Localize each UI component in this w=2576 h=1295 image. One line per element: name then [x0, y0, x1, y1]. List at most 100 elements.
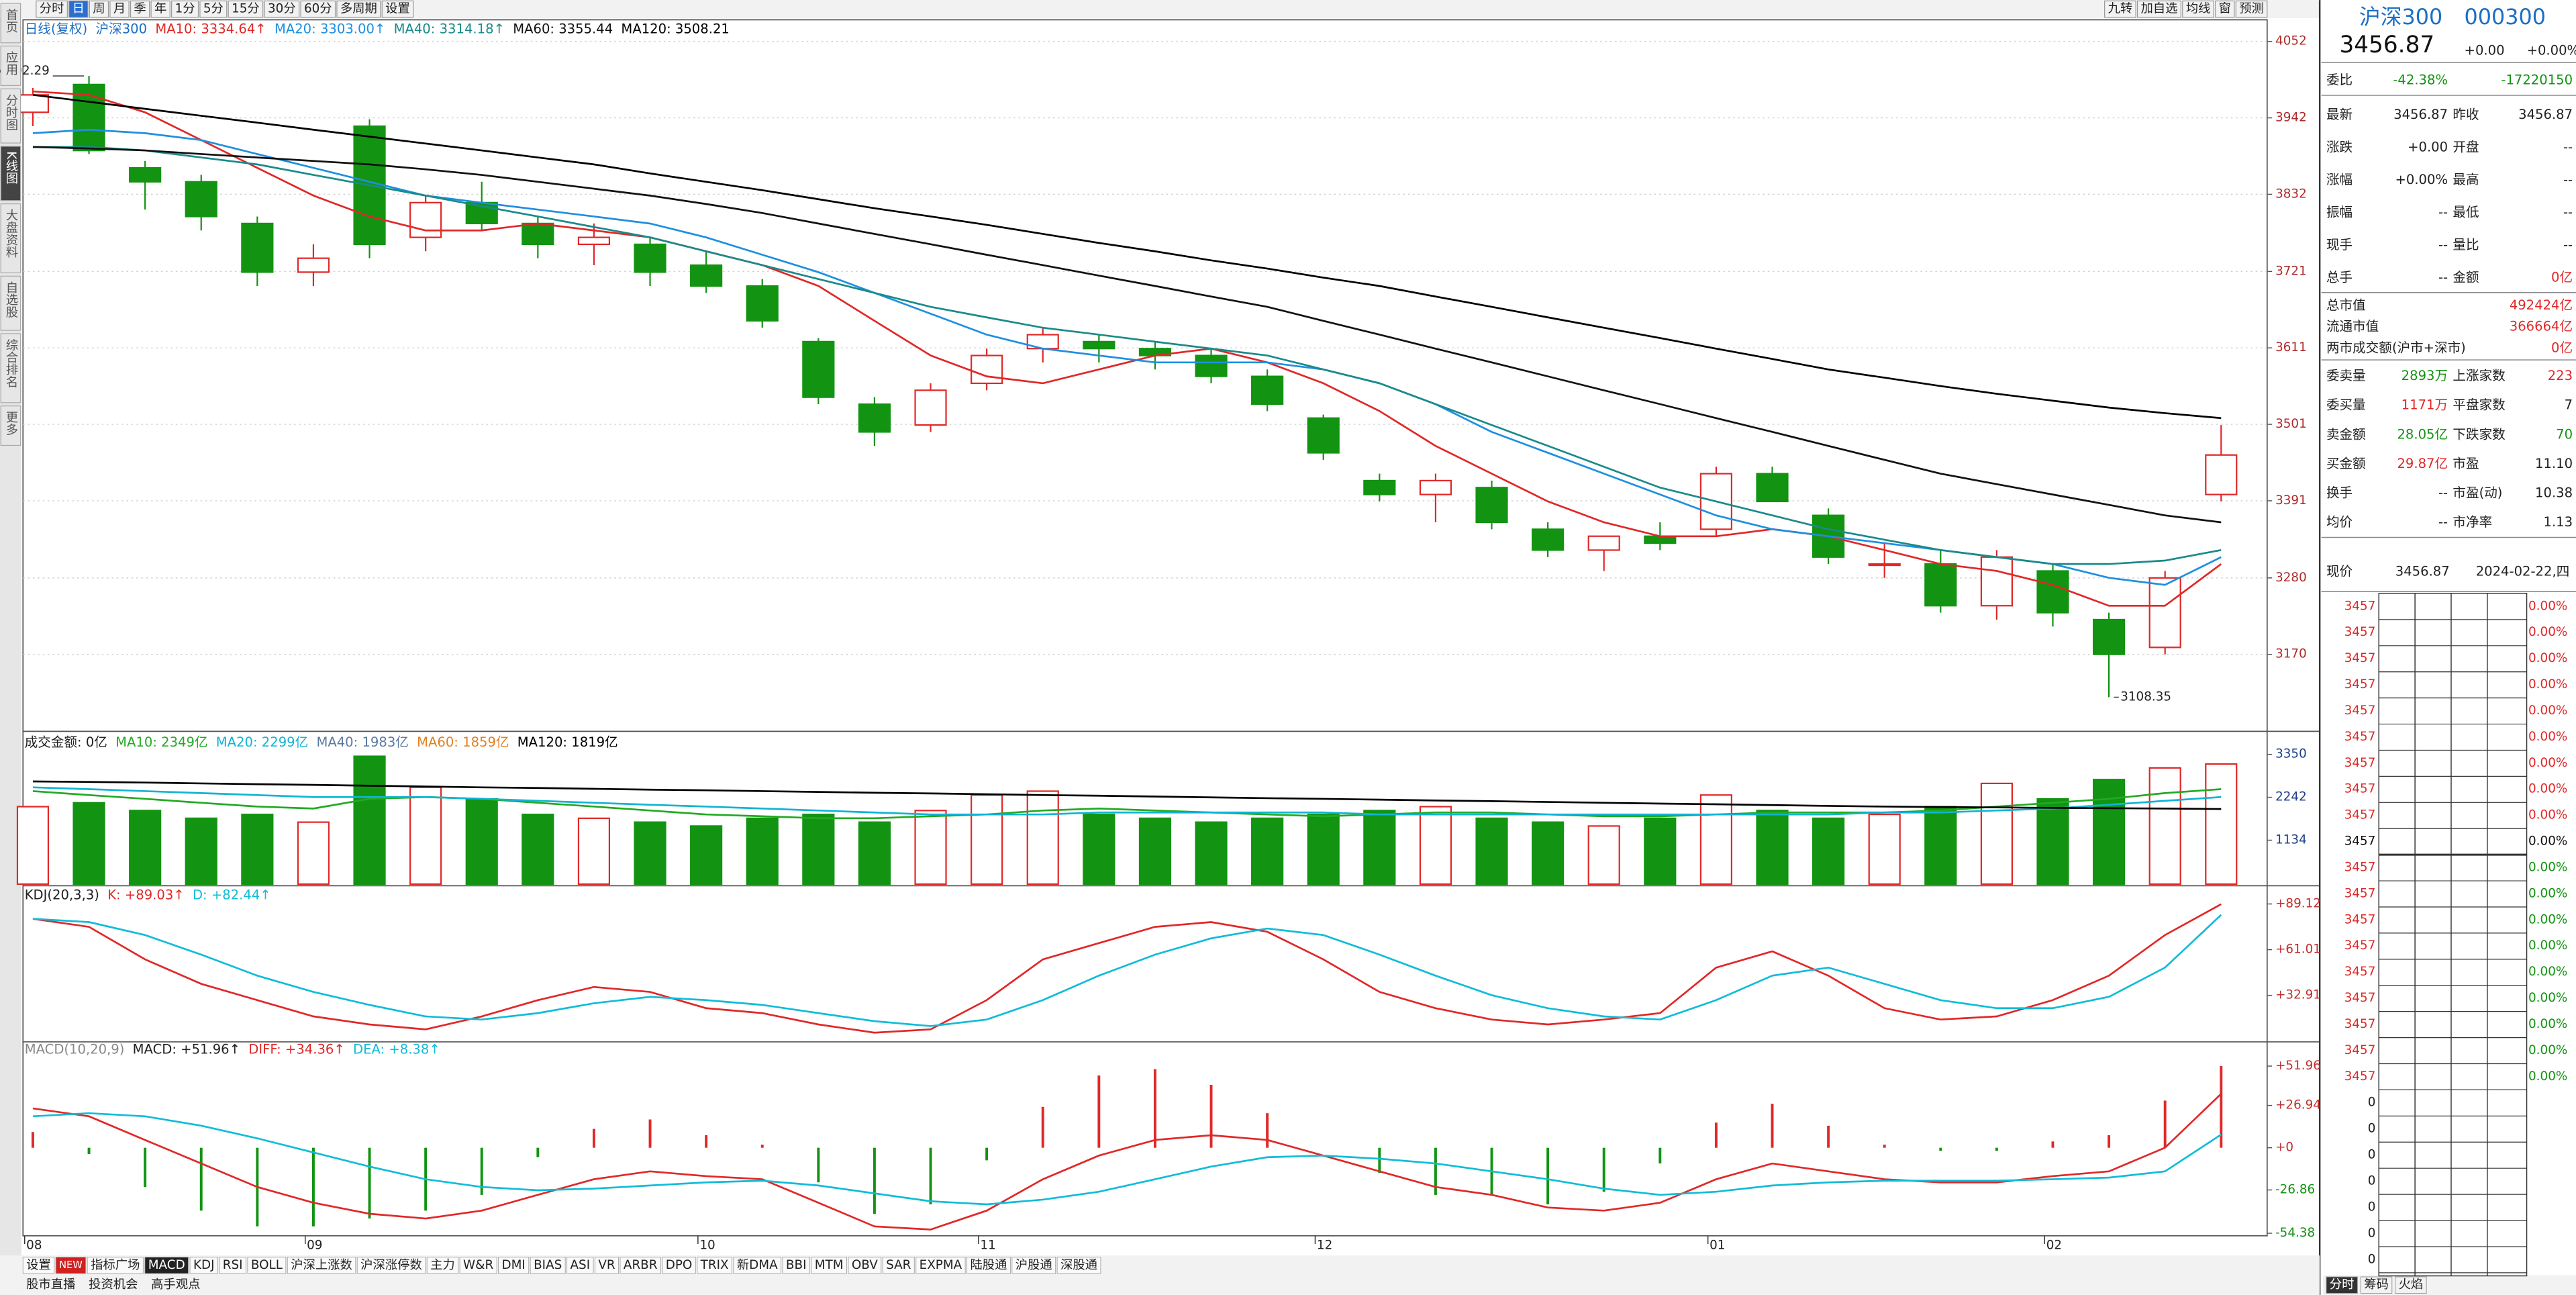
now-price: 3456.87 [2395, 563, 2450, 579]
ladder-pct: 0.00% [2528, 1043, 2567, 1057]
volume-bar [1083, 813, 1116, 885]
indicator-tab[interactable]: SAR [886, 1258, 911, 1272]
toolbar-button[interactable]: 60分 [304, 2, 332, 16]
indicator-tab[interactable]: 设置 [26, 1258, 51, 1272]
bottom-link[interactable]: 投资机会 [89, 1278, 138, 1292]
indicator-tab[interactable]: BOLL [251, 1258, 283, 1272]
indicator-tab[interactable]: ARBR [624, 1258, 658, 1272]
toolbar-right-button[interactable]: 均线 [2186, 2, 2211, 16]
stat-label: 最低 [2453, 204, 2479, 220]
toolbar-button[interactable]: 15分 [232, 2, 260, 16]
volume-bar [577, 817, 611, 885]
toolbar-button[interactable]: 1分 [175, 2, 195, 16]
indicator-tab[interactable]: 指标广场 [91, 1258, 140, 1272]
stat-value: 1.13 [2544, 514, 2573, 530]
panel-tab[interactable]: 筹码 [2364, 1278, 2389, 1292]
volume-bar [1532, 821, 1565, 885]
indicator-tab[interactable]: MACD [148, 1258, 185, 1272]
legend-item: MACD(10,20,9) [25, 1042, 125, 1057]
x-tick-label: 12 [1317, 1238, 1332, 1252]
volume-bar [465, 798, 498, 885]
y-tick-label: 3350 [2275, 747, 2307, 761]
legend-item: DEA: +8.38↑ [353, 1042, 440, 1057]
indicator-tab[interactable]: 新DMA [737, 1258, 778, 1272]
volume-bar [914, 810, 947, 885]
stat-label: 委比 [2326, 73, 2352, 88]
side-tab[interactable]: 综合排名 [4, 338, 18, 387]
indicator-tab[interactable]: BIAS [534, 1258, 562, 1272]
toolbar-right-button[interactable]: 预测 [2239, 2, 2264, 16]
indicator-tab[interactable]: MTM [815, 1258, 844, 1272]
side-tab-bg[interactable] [0, 46, 21, 86]
side-tab-bg[interactable] [0, 3, 21, 44]
toolbar-right-button[interactable]: 九转 [2108, 2, 2133, 16]
indicator-tab[interactable]: 主力 [430, 1258, 455, 1272]
side-tab[interactable]: 应用 [4, 51, 18, 76]
indicator-tab[interactable]: EXPMA [920, 1258, 962, 1272]
toolbar-button[interactable]: 周 [93, 2, 105, 16]
indicator-tab[interactable]: DPO [666, 1258, 693, 1272]
indicator-tab[interactable]: 深股通 [1060, 1258, 1097, 1272]
toolbar-button[interactable]: 分时 [40, 2, 64, 16]
side-tab-bg[interactable] [0, 88, 21, 144]
indicator-tab[interactable]: ASI [571, 1258, 591, 1272]
bottom-link[interactable]: 高手观点 [151, 1278, 200, 1292]
toolbar-right-button[interactable]: 加自选 [2140, 2, 2177, 16]
volume-bar [2148, 767, 2181, 885]
side-tab[interactable]: 更多 [4, 411, 18, 436]
side-tab-bg[interactable] [0, 405, 21, 446]
toolbar-button[interactable]: 月 [113, 2, 126, 16]
side-tab[interactable]: 分时图 [4, 94, 18, 131]
toolbar-button[interactable]: 多周期 [340, 2, 377, 16]
side-tab-bg[interactable] [0, 333, 21, 403]
toolbar-button[interactable]: 30分 [268, 2, 296, 16]
side-tab[interactable]: K线图 [4, 151, 18, 184]
toolbar-button[interactable]: 季 [134, 2, 146, 16]
candle-body [1532, 528, 1565, 551]
indicator-tab[interactable]: BBI [786, 1258, 807, 1272]
ladder-pct: 0.00% [2528, 860, 2567, 874]
ladder-pct: 0.00% [2528, 782, 2567, 796]
indicator-tab[interactable]: KDJ [193, 1258, 215, 1272]
toolbar-button[interactable]: 设置 [385, 2, 410, 16]
y-tick-label: +32.91 [2275, 988, 2321, 1002]
side-tab[interactable]: 大盘资料 [4, 209, 18, 258]
indicator-tab[interactable]: 陆股通 [970, 1258, 1007, 1272]
indicator-tab-bg [189, 1257, 218, 1274]
volume-bar [1924, 806, 1957, 885]
indicator-tab[interactable]: W&R [463, 1258, 493, 1272]
indicator-tab[interactable]: 沪股通 [1015, 1258, 1052, 1272]
toolbar-right-button[interactable]: 窗 [2219, 2, 2231, 16]
indicator-tab-bg [459, 1257, 497, 1274]
legend-item: KDJ(20,3,3) [25, 888, 99, 903]
toolbar-button-bg [36, 0, 68, 18]
stat-value: 0亿 [2551, 269, 2573, 285]
toolbar-button-bg [264, 0, 300, 18]
macd-bar [1714, 1122, 1718, 1148]
toolbar-button[interactable]: 日 [72, 2, 85, 16]
indicator-tab[interactable]: 沪深上涨数 [291, 1258, 352, 1272]
side-tab-bg[interactable] [0, 275, 21, 331]
toolbar-button[interactable]: 5分 [203, 2, 224, 16]
indicator-tab[interactable]: OBV [852, 1258, 878, 1272]
indicator-tab[interactable]: RSI [223, 1258, 243, 1272]
side-tab[interactable]: 首页 [4, 8, 18, 33]
side-tab-bg[interactable] [0, 146, 21, 201]
side-tab[interactable]: 自选股 [4, 281, 18, 318]
indicator-tab[interactable]: VR [598, 1258, 615, 1272]
panel-tab[interactable]: 火焰 [2399, 1278, 2424, 1292]
indicator-tab[interactable]: NEW [59, 1259, 83, 1271]
indicator-tab[interactable]: DMI [501, 1258, 525, 1272]
x-tick-label: 11 [980, 1238, 995, 1252]
indicator-tab-bg [55, 1257, 87, 1274]
side-tab-bg[interactable] [0, 203, 21, 274]
bottom-link[interactable]: 股市直播 [26, 1278, 75, 1292]
ladder-pct: 0.00% [2528, 625, 2567, 639]
volume-bar [1138, 817, 1172, 885]
panel-tab[interactable]: 分时 [2330, 1278, 2355, 1292]
indicator-tab[interactable]: TRIX [700, 1258, 729, 1272]
indicator-tab[interactable]: 沪深涨停数 [360, 1258, 422, 1272]
toolbar-button[interactable]: 年 [154, 2, 166, 16]
macd-bar [985, 1147, 989, 1161]
macd-bar [1883, 1144, 1886, 1148]
